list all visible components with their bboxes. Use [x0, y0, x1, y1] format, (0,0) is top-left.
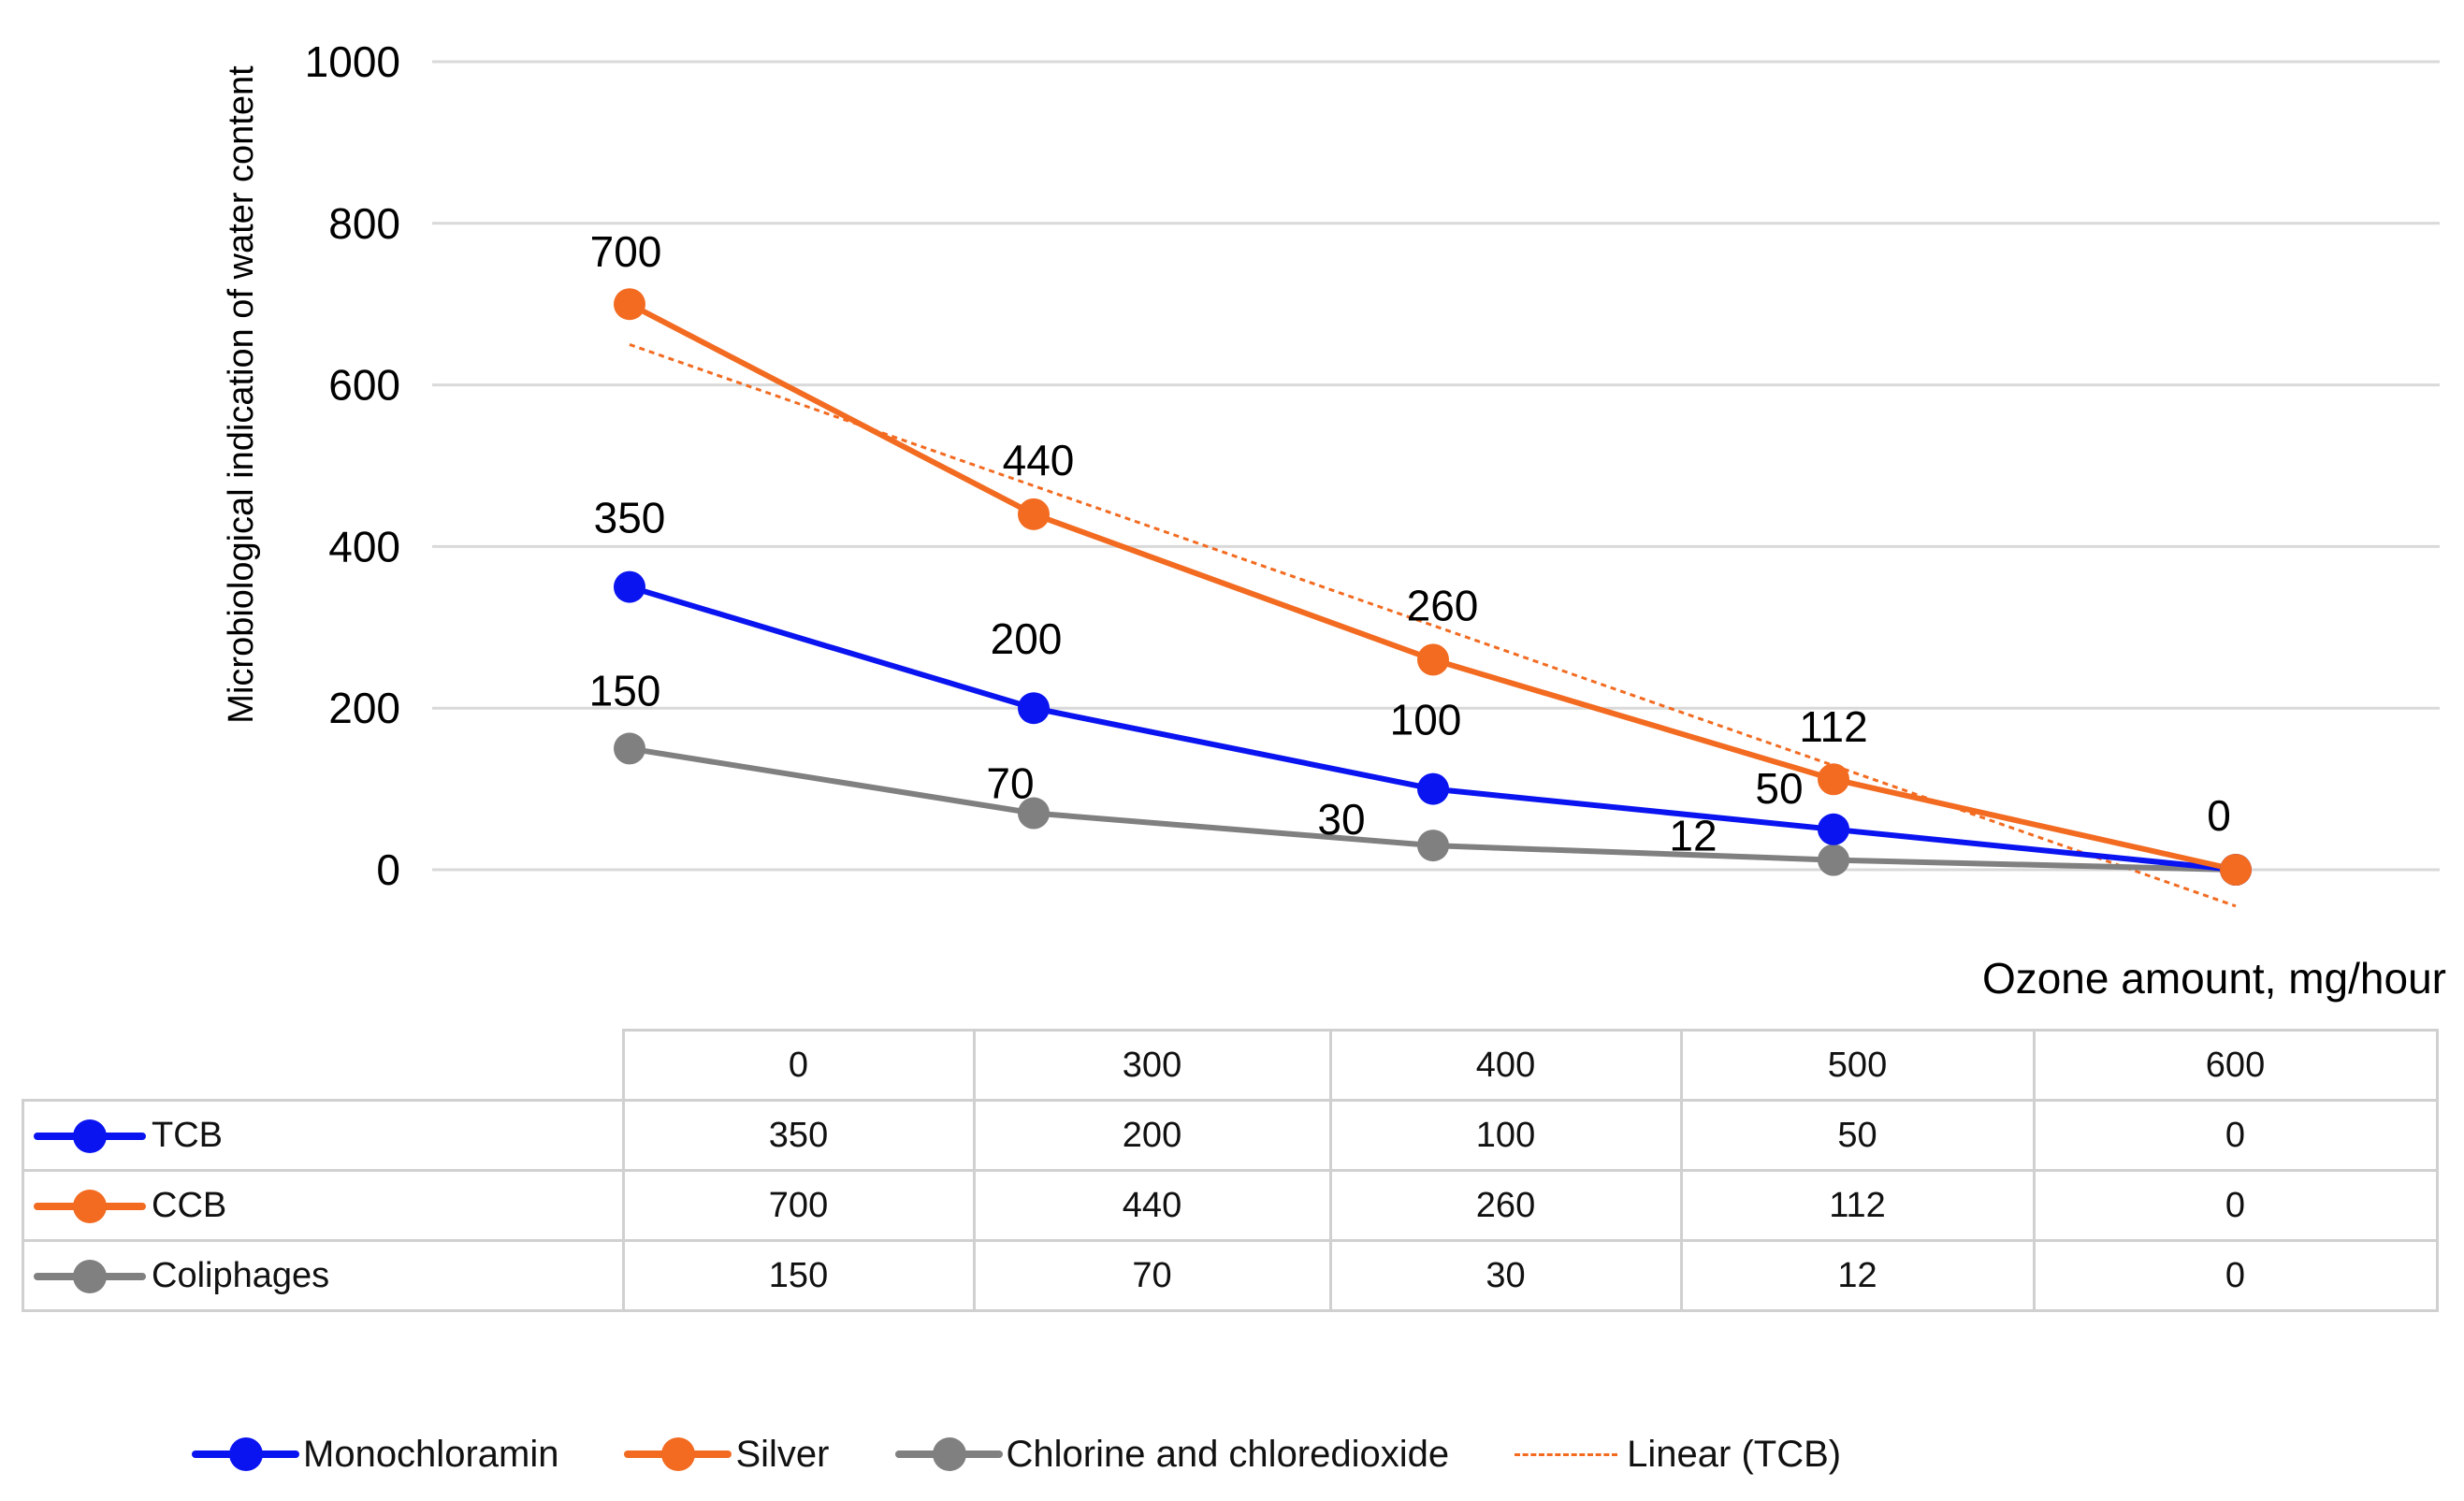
legend-marker-icon [192, 1437, 299, 1471]
data-point-tcb [1018, 692, 1050, 725]
table-cell: 0 [2032, 1169, 2439, 1242]
data-label-tcb: 350 [594, 494, 666, 542]
legend-item: Silver [624, 1433, 830, 1476]
data-point-ccb [1417, 643, 1449, 676]
table-cell: 0 [2032, 1239, 2439, 1312]
table-header-cell: 500 [1679, 1029, 2036, 1102]
dotted-line-icon [1515, 1452, 1618, 1456]
table-header-cell: 0 [621, 1029, 976, 1102]
y-axis-title: Microbiological indication of water cont… [222, 65, 261, 724]
table-cell: 30 [1328, 1239, 1683, 1312]
table-header-cell: 300 [972, 1029, 1332, 1102]
legend-marker-icon [624, 1437, 732, 1471]
series-marker-icon [34, 1190, 146, 1224]
y-tick-label: 800 [328, 199, 400, 248]
table-cell: 150 [621, 1239, 976, 1312]
table-series-name: CCB [22, 1169, 625, 1242]
table-header-row: 0 300 400 500 600 [22, 1029, 2439, 1102]
table-cell: 12 [1679, 1239, 2036, 1312]
legend-label: Linear (TCB) [1627, 1433, 1842, 1475]
data-point-coliphages [1018, 797, 1050, 830]
data-label-tcb: 200 [991, 614, 1063, 663]
legend-item: Monochloramin [192, 1434, 558, 1476]
data-point-ccb [614, 288, 645, 321]
data-label-ccb: 260 [1407, 581, 1479, 629]
data-point-ccb [1018, 498, 1050, 530]
table-row: Coliphages 150 70 30 12 0 [22, 1239, 2439, 1312]
data-point-tcb [614, 570, 645, 603]
data-label-ccb: 700 [590, 227, 662, 276]
data-labels: 150 70 30 12 350 200 100 50 700 440 260 112 0 [589, 227, 2231, 859]
table-header-cell: 400 [1328, 1029, 1683, 1102]
series-marker-icon [34, 1119, 146, 1154]
data-label-ccb: 0 [2207, 791, 2231, 840]
y-tick-label: 600 [328, 361, 400, 410]
gridlines [432, 60, 2440, 872]
table-series-name: Coliphages [22, 1239, 625, 1312]
table-cell: 440 [972, 1169, 1332, 1242]
data-point-coliphages [1417, 830, 1449, 862]
legend-label: Silver [735, 1433, 830, 1475]
table-series-name: TCB [22, 1099, 625, 1172]
data-point-tcb [1818, 813, 1849, 845]
data-label-tcb: 100 [1390, 696, 1462, 744]
data-label-tcb: 50 [1755, 764, 1803, 813]
data-point-coliphages [614, 732, 645, 765]
table-row: TCB 350 200 100 50 0 [22, 1099, 2439, 1172]
table-cell: 100 [1328, 1099, 1683, 1172]
data-label-coliphages: 70 [986, 759, 1034, 808]
table-header-cell: 600 [2032, 1029, 2439, 1102]
table-cell: 70 [972, 1239, 1332, 1312]
table-cell: 350 [621, 1099, 976, 1172]
data-label-coliphages: 150 [589, 666, 661, 714]
legend-item: Chlorine and chloredioxide [894, 1433, 1450, 1476]
y-tick-label: 1000 [305, 37, 400, 86]
data-label-ccb: 112 [1799, 702, 1867, 751]
legend: Monochloramin Silver Chlorine and chloredi… [192, 1426, 1906, 1482]
legend-label: Chlorine and chloredioxide [1006, 1433, 1450, 1475]
data-table: 0 300 400 500 600 TCB 350 200 100 50 0 CCB 700 440 260… [22, 1029, 2439, 1312]
legend-label: Monochloramin [303, 1433, 559, 1475]
series-points [614, 288, 2252, 886]
legend-item-trendline: Linear (TCB) [1515, 1434, 1841, 1476]
y-tick-label: 0 [376, 845, 400, 894]
y-tick-label: 200 [328, 684, 400, 732]
x-axis-title: Ozone amount, mg/hour [1982, 954, 2446, 1003]
table-row: CCB 700 440 260 112 0 [22, 1169, 2439, 1242]
table-cell: 50 [1679, 1099, 2036, 1172]
data-point-coliphages [1818, 844, 1849, 876]
data-point-ccb [1818, 763, 1849, 796]
y-tick-label: 400 [328, 522, 400, 570]
legend-marker-icon [894, 1437, 1003, 1471]
table-cell: 700 [621, 1169, 976, 1242]
table-cell: 200 [972, 1099, 1332, 1172]
data-label-coliphages: 12 [1669, 812, 1717, 860]
series-marker-icon [34, 1260, 146, 1294]
y-tick-labels: 0 200 400 600 800 1000 [305, 37, 400, 894]
data-point-tcb [1417, 772, 1449, 805]
data-label-ccb: 440 [1003, 436, 1075, 484]
table-cell: 0 [2032, 1099, 2439, 1172]
data-label-coliphages: 30 [1317, 795, 1365, 844]
data-point-ccb [2220, 854, 2252, 886]
table-corner-cell [22, 1030, 625, 1102]
table-cell: 260 [1328, 1169, 1683, 1242]
table-cell: 112 [1679, 1169, 2036, 1242]
